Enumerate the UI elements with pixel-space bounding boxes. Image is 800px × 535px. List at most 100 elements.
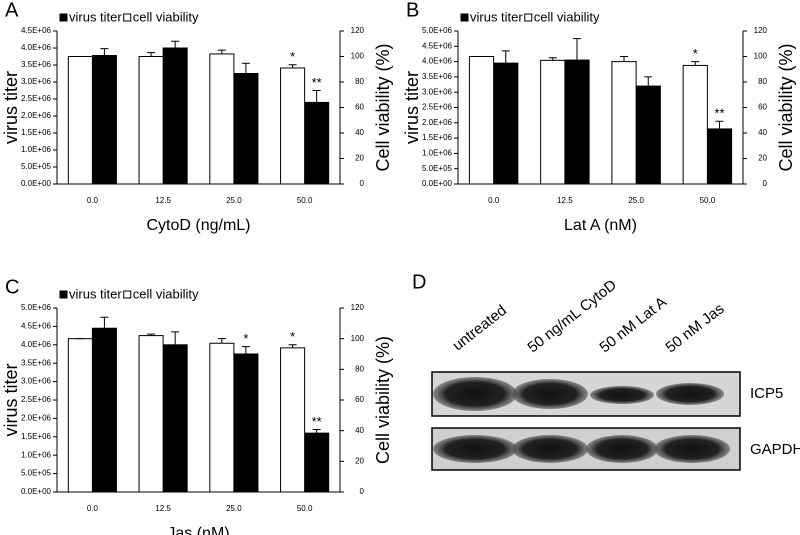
bar [540,59,566,185]
y-tick-label: 3.5E+06 [21,60,52,69]
bar [706,128,733,185]
bar [209,342,235,493]
error-bar [241,346,250,354]
y-tick-label: 4.5E+06 [21,26,52,35]
y2-tick-label: 60 [355,103,364,112]
y-tick-label: 1.0E+06 [21,145,52,154]
bar [209,53,235,185]
y2-tick-label: 100 [754,52,768,61]
error-bar [715,120,724,129]
bar [233,353,259,493]
bar [280,347,306,493]
panel-label: A [5,0,19,21]
y2-tick-label: 20 [758,154,767,163]
x-tick-label: 25.0 [628,196,644,205]
error-bar [147,52,156,57]
y2-tick-label: 80 [758,77,767,86]
legend-label: virus titer [69,286,122,301]
bar [138,56,164,185]
lane-label: 50 nM Lat A [596,294,670,357]
error-bar [620,56,629,62]
lane-label: untreated [449,302,509,354]
y2-tick-label: 120 [351,26,365,35]
bar [304,432,330,493]
blot-band [512,435,588,463]
error-bar [312,90,321,103]
legend-label: cell viability [133,9,199,24]
y-tick-label: 5.0E+06 [422,26,453,35]
error-bar [171,40,180,48]
y-tick-label: 3.5E+06 [21,358,52,367]
annotation: * [693,46,698,61]
y2-tick-label: 80 [355,364,364,373]
y-tick-label: 3.5E+06 [422,72,453,81]
error-bar [288,64,297,68]
y2-tick-label: 40 [758,128,767,137]
y-tick-label: 1.5E+06 [21,432,52,441]
bar [233,73,259,185]
y-tick-label: 2.0E+06 [21,414,52,423]
blot-band [586,435,658,463]
y-tick-label: 3.0E+06 [21,77,52,86]
y-tick-label: 1.5E+06 [422,133,453,142]
bar [67,338,93,493]
blot-band [433,377,517,411]
error-bar [217,338,226,344]
y-tick-label: 2.5E+06 [422,103,453,112]
bar [91,54,117,185]
y2-tick-label: 100 [351,334,365,343]
y2-tick-label: 120 [754,26,768,35]
blot-band [656,383,724,405]
y-tick-label: 2.0E+06 [422,118,453,127]
panel-label: B [406,0,419,21]
y-tick-label: 4.5E+06 [21,322,52,331]
error-bar [312,428,321,434]
y2-tick-label: 100 [351,52,365,61]
x-tick-label: 50.0 [297,504,313,513]
blot-band [590,386,654,404]
legend-swatch [123,290,132,299]
y-tick-label: 2.5E+06 [21,94,52,103]
legend-swatch [460,13,469,22]
x-tick-label: 12.5 [557,196,573,205]
y2-tick-label: 80 [355,77,364,86]
panel-label: D [412,271,426,293]
x-tick-label: 12.5 [155,504,171,513]
x-tick-label: 0.0 [488,196,500,205]
annotation: ** [312,75,322,90]
error-bar [644,76,653,87]
y2-axis-title: Cell viability (%) [776,43,796,171]
y2-tick-label: 120 [351,303,365,312]
blot-panel: D untreated 50 ng/mL CytoD 50 nM Lat A 5… [412,271,800,471]
y2-tick-label: 40 [355,128,364,137]
y-tick-label: 5.0E+06 [21,303,52,312]
y2-axis-title: Cell viability (%) [373,43,393,171]
y2-axis-title: Cell viability (%) [373,336,393,464]
legend-swatch [59,290,68,299]
bar [280,67,306,185]
x-axis-title: CytoD (ng/mL) [146,217,250,234]
y-tick-label: 5.0E+05 [422,164,453,173]
y2-tick-label: 40 [355,426,364,435]
legend-swatch [524,13,533,22]
bar [304,101,330,185]
bar [468,56,495,185]
band-label: GAPDH [750,441,800,458]
x-tick-label: 25.0 [226,504,242,513]
y2-tick-label: 0 [360,487,365,496]
x-tick-label: 12.5 [155,196,171,205]
bar [635,85,661,185]
legend-label: virus titer [470,9,523,24]
legend-label: cell viability [534,9,600,24]
legend-label: virus titer [69,9,122,24]
y-tick-label: 4.0E+06 [422,57,453,66]
y-tick-label: 2.5E+06 [21,395,52,404]
y2-tick-label: 60 [758,103,767,112]
y2-tick-label: 20 [355,154,364,163]
y-tick-label: 5.0E+05 [21,469,52,478]
error-bar [100,316,109,329]
bar [138,335,164,493]
annotation: * [290,329,295,344]
error-bar [572,38,581,61]
x-tick-label: 50.0 [700,196,716,205]
